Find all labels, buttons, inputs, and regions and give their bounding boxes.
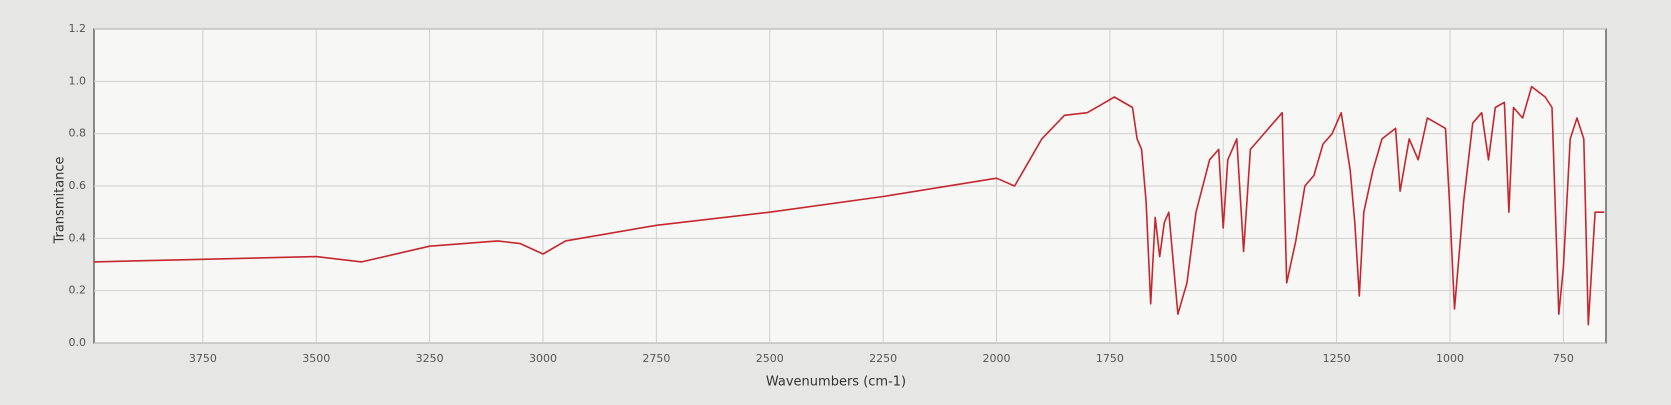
x-tick-label: 3500 (302, 352, 330, 365)
y-tick-label: 1.0 (69, 74, 87, 87)
x-tick-label: 1500 (1209, 352, 1237, 365)
x-tick-label: 750 (1553, 352, 1574, 365)
x-tick-label: 1250 (1323, 352, 1351, 365)
x-tick-label: 3750 (189, 352, 217, 365)
x-tick-label: 2250 (869, 352, 897, 365)
y-tick-label: 1.2 (69, 22, 87, 35)
x-tick-label: 3000 (529, 352, 557, 365)
x-tick-label: 2500 (756, 352, 784, 365)
x-axis-label: Wavenumbers (cm-1) (766, 375, 906, 390)
spectrum-line (93, 85, 1605, 326)
y-tick-label: 0.8 (69, 127, 87, 140)
x-tick-label: 2000 (982, 352, 1010, 365)
y-tick-label: 0.2 (69, 284, 87, 297)
y-tick-label: 0.0 (69, 336, 87, 349)
x-tick-label: 1000 (1436, 352, 1464, 365)
x-tick-label: 3250 (416, 352, 444, 365)
y-axis-label: Transmitance (53, 156, 68, 244)
x-tick-label: 1750 (1096, 352, 1124, 365)
y-tick-label: 0.4 (69, 231, 87, 244)
y-tick-label: 0.6 (69, 179, 87, 192)
x-tick-label: 2750 (642, 352, 670, 365)
